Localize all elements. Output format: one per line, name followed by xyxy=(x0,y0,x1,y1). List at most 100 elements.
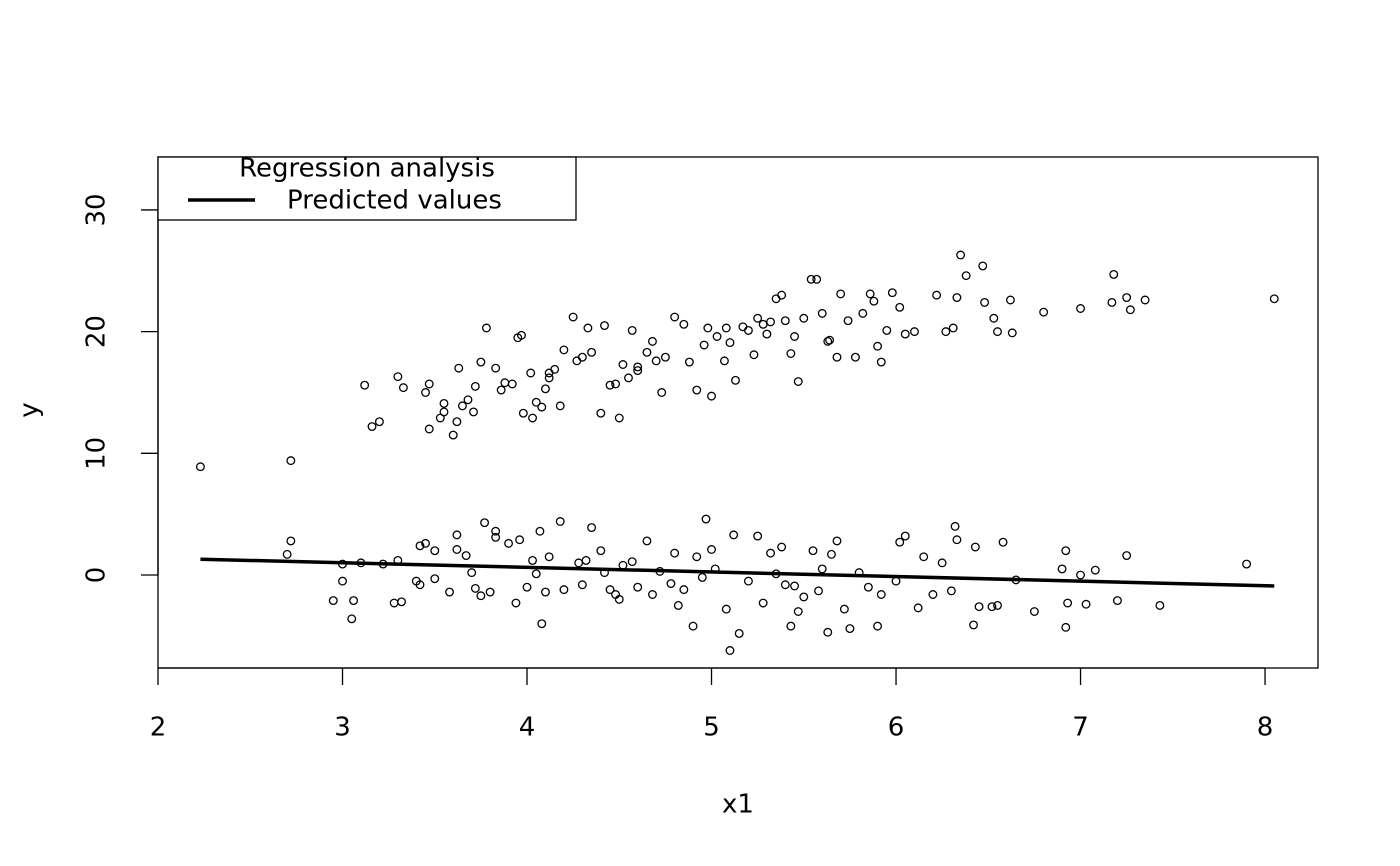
data-point xyxy=(605,380,615,390)
data-point xyxy=(1090,565,1100,575)
data-point xyxy=(421,538,430,548)
data-point xyxy=(725,646,735,655)
data-point xyxy=(648,336,657,346)
data-point xyxy=(1122,551,1132,561)
data-point xyxy=(873,621,883,631)
x-tick-label: 6 xyxy=(888,713,905,743)
data-point xyxy=(891,576,901,586)
data-point xyxy=(1125,305,1135,315)
legend: Regression analysis Predicted values xyxy=(157,154,577,221)
data-point xyxy=(457,401,467,411)
data-point xyxy=(946,586,956,596)
x-tick-label: 8 xyxy=(1257,713,1274,743)
data-point xyxy=(537,402,547,412)
data-point xyxy=(1057,564,1067,574)
data-point xyxy=(452,417,462,427)
data-point xyxy=(469,407,478,417)
data-point xyxy=(541,384,550,394)
data-point xyxy=(577,352,587,362)
data-point xyxy=(614,594,624,604)
data-point xyxy=(544,552,554,562)
data-point xyxy=(467,568,477,578)
data-point xyxy=(535,526,545,536)
data-point xyxy=(642,347,652,357)
data-point xyxy=(511,598,521,608)
data-point xyxy=(998,537,1008,547)
data-point xyxy=(504,538,514,548)
data-point xyxy=(624,373,633,383)
data-point xyxy=(528,555,538,565)
data-point xyxy=(614,413,624,423)
data-point xyxy=(537,619,547,629)
data-point xyxy=(952,535,962,545)
data-point xyxy=(882,325,892,335)
data-point xyxy=(515,535,525,545)
data-point xyxy=(461,551,471,561)
data-point xyxy=(415,580,425,590)
regression-line xyxy=(200,557,1275,588)
data-point xyxy=(707,391,716,401)
data-point xyxy=(282,549,292,559)
data-point xyxy=(572,356,582,366)
data-point xyxy=(518,408,528,418)
data-point xyxy=(347,614,357,624)
data-point xyxy=(633,366,643,376)
y-axis-label: y xyxy=(15,402,45,417)
data-point xyxy=(389,598,399,608)
data-point xyxy=(526,368,536,378)
data-point xyxy=(415,541,425,551)
data-point xyxy=(605,585,615,595)
data-point xyxy=(1061,546,1071,556)
data-point xyxy=(583,323,593,333)
data-point xyxy=(839,604,849,614)
data-point xyxy=(596,546,606,556)
data-point xyxy=(989,313,999,323)
data-point xyxy=(424,379,434,389)
data-point xyxy=(1112,596,1122,606)
data-point xyxy=(485,587,495,597)
data-point xyxy=(712,332,722,341)
data-point xyxy=(919,552,929,562)
data-point xyxy=(758,319,768,329)
x-tick-label: 7 xyxy=(1072,713,1089,743)
data-point xyxy=(786,621,796,631)
data-point xyxy=(476,357,486,367)
data-point xyxy=(731,375,740,385)
data-point xyxy=(1269,294,1279,304)
data-point xyxy=(688,621,698,631)
data-point xyxy=(507,379,517,389)
data-point xyxy=(832,536,842,546)
data-point xyxy=(825,335,835,345)
data-point xyxy=(496,385,506,395)
data-point xyxy=(697,573,707,582)
data-point xyxy=(812,274,822,284)
data-point xyxy=(780,580,790,590)
data-point xyxy=(651,356,661,366)
data-point xyxy=(338,576,347,586)
data-point xyxy=(777,290,787,300)
data-point xyxy=(974,602,984,612)
data-point xyxy=(701,514,711,524)
data-point xyxy=(393,372,403,382)
data-point xyxy=(491,532,501,542)
data-point xyxy=(993,327,1002,337)
data-point xyxy=(491,526,501,536)
data-point xyxy=(470,381,480,391)
data-point xyxy=(777,542,787,552)
data-point xyxy=(670,312,680,322)
y-tick-label: 10 xyxy=(82,437,112,470)
data-point xyxy=(531,397,541,407)
data-point xyxy=(806,274,816,284)
data-point xyxy=(660,352,670,362)
data-point xyxy=(721,604,731,614)
x-tick-label: 2 xyxy=(150,713,167,743)
data-point xyxy=(937,558,947,568)
data-point xyxy=(633,582,643,592)
data-point xyxy=(679,585,689,595)
data-point xyxy=(721,323,731,333)
data-point xyxy=(961,271,971,281)
data-point xyxy=(577,580,587,590)
data-point xyxy=(670,548,680,558)
data-point xyxy=(1140,295,1150,305)
data-point xyxy=(611,379,621,389)
